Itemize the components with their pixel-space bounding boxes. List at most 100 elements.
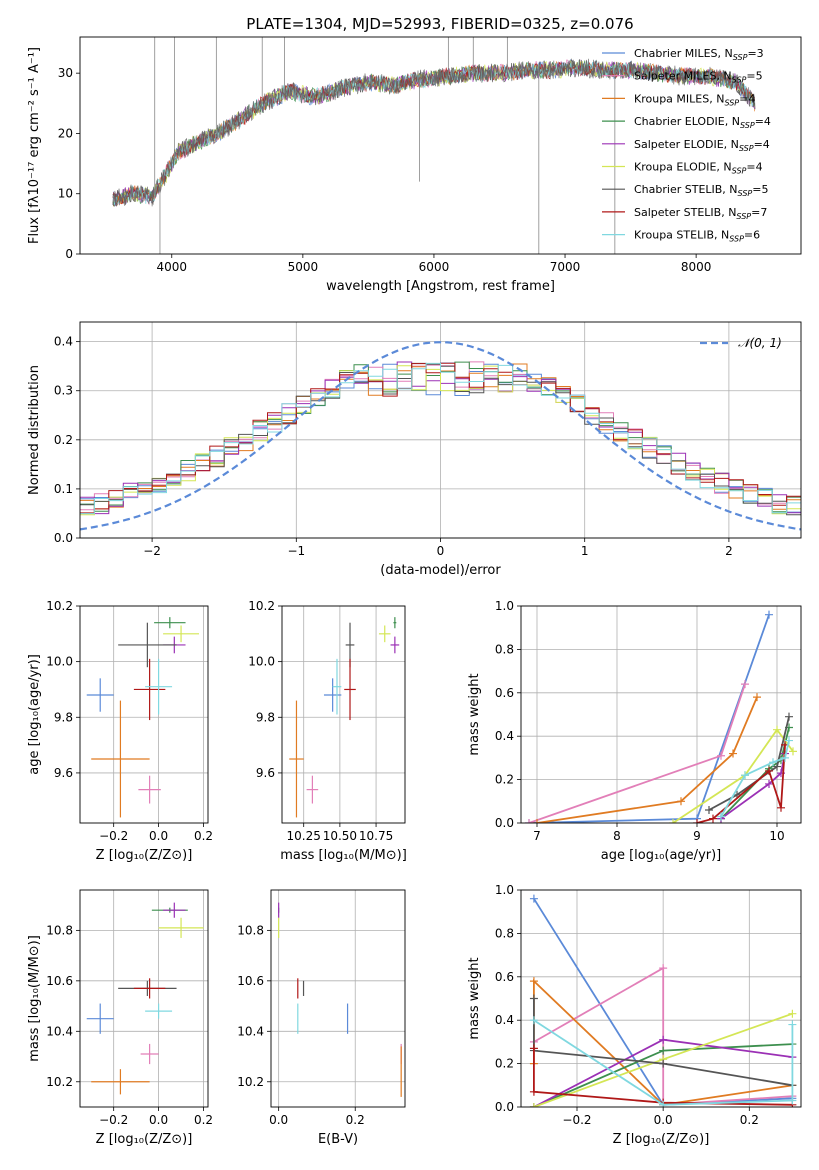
mass-weight-marker xyxy=(529,977,538,986)
y-tick-label: 20 xyxy=(58,126,73,140)
mass-weight-marker xyxy=(753,693,761,702)
y-tick-label: 9.8 xyxy=(256,710,275,724)
mass-weight-marker xyxy=(693,819,701,823)
mass-weight-marker xyxy=(785,712,793,721)
y-tick-label: 0.2 xyxy=(54,433,73,447)
mass-weight-marker xyxy=(659,1100,668,1107)
mass-weight-marker xyxy=(529,1016,538,1025)
legend-subscript: SSP xyxy=(738,189,753,198)
y-tick-label: 9.8 xyxy=(54,710,73,724)
y-tick-label: 10.2 xyxy=(248,599,275,613)
residual-histogram-panel: −2 −1 0 1 2 0.0 0.1 0.2 0.3 0.4 (data-model)/error… xyxy=(27,321,802,578)
y-axis-label: Flux [fλ10⁻¹⁷ erg cm⁻² s⁻¹ A⁻¹] xyxy=(27,47,42,244)
legend-entry: Kroupa STELIB, NSSP=6 xyxy=(634,229,760,244)
y-tick-label: 0.8 xyxy=(495,642,514,656)
mass-weight-vs-Z-panel: −0.2 0.0 0.2 0.0 0.2 0.4 0.6 0.8 1.0 Z [log₁₀(Z/Z… xyxy=(467,883,802,1147)
legend-n: =4 xyxy=(739,92,755,105)
y-tick-label: 1.0 xyxy=(495,883,514,897)
mass-weight-marker xyxy=(659,1035,668,1044)
legend-model: Kroupa STELIB, N xyxy=(634,229,729,242)
legend-subscript: SSP xyxy=(724,98,739,107)
y-tick-label: 0.2 xyxy=(495,773,514,787)
axes-frame xyxy=(281,605,406,824)
spectrum-legend: Chabrier MILES, NSSP=3 Salpeter MILES, NS… xyxy=(602,47,771,244)
x-tick-label: 5000 xyxy=(288,260,319,274)
y-tick-label: 0.1 xyxy=(54,482,73,496)
mass-weight-marker xyxy=(777,803,785,812)
mass-weight-marker xyxy=(773,762,781,771)
x-tick-label: 0.2 xyxy=(194,829,213,843)
mass-weight-marker xyxy=(765,766,773,775)
mass-weight-marker xyxy=(529,1103,538,1107)
mass-weight-marker xyxy=(773,725,781,734)
mass-weight-marker xyxy=(765,610,773,619)
x-tick-label: −2 xyxy=(143,544,161,558)
legend-n: =7 xyxy=(751,206,767,219)
x-tick-label: −0.2 xyxy=(562,1113,591,1127)
axes-frame xyxy=(270,889,406,1108)
legend-model: Chabrier STELIB, N xyxy=(634,183,738,196)
mass-weight-line xyxy=(536,696,758,823)
y-tick-label: 10.4 xyxy=(46,1024,73,1038)
legend-n: =4 xyxy=(746,161,762,174)
legend-model: Chabrier ELODIE, N xyxy=(634,115,740,128)
mass-weight-marker xyxy=(788,1020,797,1029)
x-axis-label: Z [log₁₀(Z/Z⊙)] xyxy=(613,1132,710,1147)
mass-weight-marker xyxy=(788,1009,797,1018)
x-tick-label: 0.2 xyxy=(346,1113,365,1127)
mass-vs-EBV-panel: 0.0 0.2 10.2 10.4 10.6 10.8 E(B-V) xyxy=(237,889,406,1147)
plot-area xyxy=(86,902,204,1095)
legend-subscript: SSP xyxy=(732,76,747,85)
legend-model: Salpeter STELIB, N xyxy=(634,206,736,219)
legend-model: Kroupa MILES, N xyxy=(634,92,724,105)
figure-title: PLATE=1304, MJD=52993, FIBERID=0325, z=0… xyxy=(246,15,633,33)
age-vs-Z-panel: −0.2 0.0 0.2 9.6 9.8 10.0 10.2 Z [log₁₀(Z/Z⊙)] a… xyxy=(27,599,213,863)
x-axis-label: mass [log₁₀(M/M⊙)] xyxy=(280,848,407,863)
y-tick-label: 0.6 xyxy=(495,970,514,984)
legend-entry: 𝒩(0, 1) xyxy=(738,336,782,350)
x-axis-label: Z [log₁₀(Z/Z⊙)] xyxy=(96,1132,193,1147)
y-tick-label: 30 xyxy=(58,66,73,80)
x-axis-label: wavelength [Angstrom, rest frame] xyxy=(326,279,555,294)
y-tick-label: 10.8 xyxy=(46,923,73,937)
y-tick-label: 10.6 xyxy=(237,974,264,988)
axes-frame xyxy=(520,889,802,1108)
mass-weight-marker xyxy=(533,819,541,823)
mass-weight-line xyxy=(533,1048,793,1106)
y-axis-label: age [log₁₀(age/yr)] xyxy=(27,654,42,775)
x-tick-label: 4000 xyxy=(156,260,187,274)
observed-spectrum-line xyxy=(112,58,756,207)
x-axis-label: (data-model)/error xyxy=(380,563,501,578)
legend-subscript: SSP xyxy=(729,235,744,244)
x-tick-label: 0.0 xyxy=(149,829,168,843)
y-tick-label: 10 xyxy=(58,187,73,201)
mass-weight-marker xyxy=(705,805,713,814)
legend-entry: Chabrier MILES, NSSP=3 xyxy=(634,47,764,62)
x-axis-label: age [log₁₀(age/yr)] xyxy=(601,848,722,863)
mass-weight-marker xyxy=(788,1096,797,1105)
plot-area xyxy=(86,617,200,818)
axes-frame xyxy=(79,889,209,1108)
y-tick-label: 0.0 xyxy=(495,816,514,830)
x-tick-label: 6000 xyxy=(419,260,450,274)
mass-weight-line xyxy=(720,740,790,817)
x-tick-label: −0.2 xyxy=(99,829,128,843)
x-tick-label: 8 xyxy=(613,829,621,843)
plot-area xyxy=(289,617,400,818)
plot-area xyxy=(525,610,797,823)
y-tick-label: 10.0 xyxy=(46,655,73,669)
legend-subscript: SSP xyxy=(740,121,755,130)
x-axis-label: E(B-V) xyxy=(318,1132,358,1147)
legend-model: Chabrier MILES, N xyxy=(634,47,733,60)
x-tick-label: 10.75 xyxy=(359,829,393,843)
normal-reference-curve xyxy=(80,341,801,531)
legend-entry: Kroupa ELODIE, NSSP=4 xyxy=(634,161,763,176)
mass-weight-vs-age-panel: 7 8 9 10 0.0 0.2 0.4 0.6 0.8 1.0 age [log₁₀(age/yr… xyxy=(467,599,802,863)
legend-entry: Salpeter MILES, NSSP=5 xyxy=(634,70,763,85)
mass-weight-marker xyxy=(659,1059,668,1068)
plot-area xyxy=(112,37,756,254)
legend-n: =6 xyxy=(744,229,760,242)
histogram-step-line xyxy=(80,362,801,515)
mass-weight-line xyxy=(528,683,746,823)
y-tick-label: 0.0 xyxy=(495,1100,514,1114)
